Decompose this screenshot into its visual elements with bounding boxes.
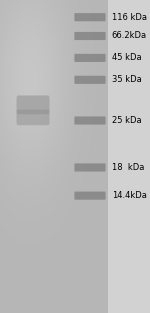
FancyBboxPatch shape — [74, 116, 106, 125]
Text: 45 kDa: 45 kDa — [112, 54, 141, 62]
FancyBboxPatch shape — [74, 192, 106, 200]
Text: 66.2kDa: 66.2kDa — [112, 32, 147, 40]
Text: 14.4kDa: 14.4kDa — [112, 191, 147, 200]
Text: 35 kDa: 35 kDa — [112, 75, 141, 84]
FancyBboxPatch shape — [74, 13, 106, 21]
FancyBboxPatch shape — [74, 54, 106, 62]
FancyBboxPatch shape — [74, 76, 106, 84]
Text: 25 kDa: 25 kDa — [112, 116, 141, 125]
Text: 18  kDa: 18 kDa — [112, 163, 144, 172]
FancyBboxPatch shape — [16, 95, 50, 114]
FancyBboxPatch shape — [16, 110, 50, 125]
FancyBboxPatch shape — [74, 32, 106, 40]
FancyBboxPatch shape — [74, 163, 106, 172]
Text: 116 kDa: 116 kDa — [112, 13, 147, 22]
